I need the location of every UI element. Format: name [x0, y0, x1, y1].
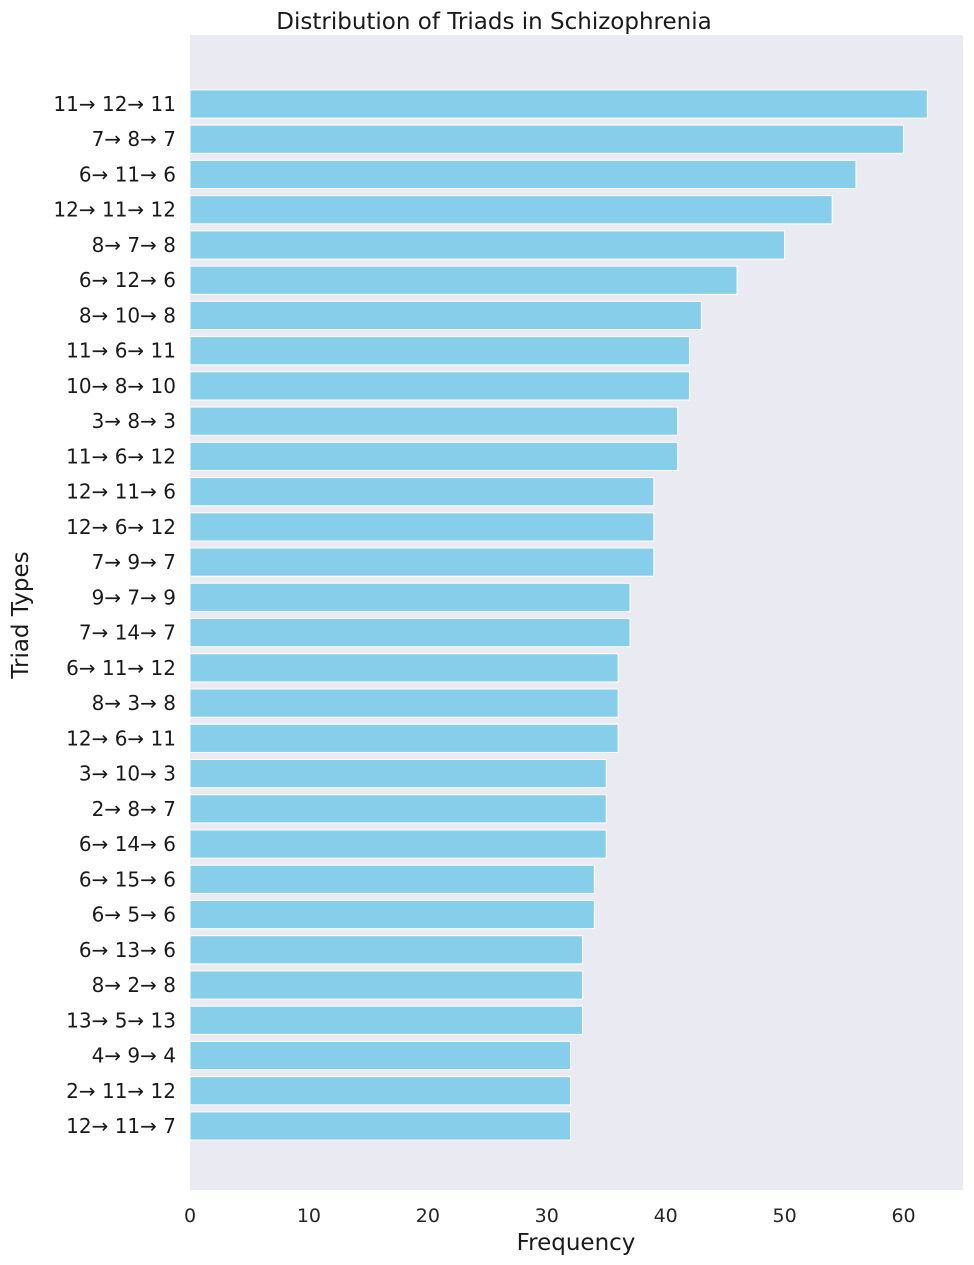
- y-tick-label: 6→ 14→ 6: [79, 832, 176, 856]
- bar: [189, 899, 595, 930]
- y-tick-labels: 11→ 12→ 11 7→ 8→ 7 6→ 11→ 6 12→ 11→ 12 8→ 7→…: [53, 92, 176, 1138]
- bar: [189, 512, 655, 542]
- x-tick-label: 50: [773, 1205, 797, 1227]
- y-tick-label: 11→ 12→ 11: [53, 92, 176, 116]
- y-tick-label: 8→ 7→ 8: [92, 233, 176, 257]
- bar: [189, 970, 583, 1000]
- bar: [189, 1005, 583, 1035]
- bar: [189, 864, 595, 894]
- y-tick-label: 13→ 5→ 13: [66, 1008, 176, 1032]
- bar: [189, 653, 619, 683]
- y-tick-label: 4→ 9→ 4: [92, 1044, 176, 1068]
- y-tick-label: 11→ 6→ 12: [66, 444, 176, 468]
- bar: [189, 265, 738, 295]
- bar: [189, 829, 607, 859]
- bar: [189, 230, 786, 260]
- x-axis-label: Frequency: [517, 1230, 636, 1256]
- bar: [189, 935, 583, 965]
- y-tick-label: 2→ 8→ 7: [92, 797, 176, 821]
- y-tick-label: 12→ 11→ 6: [66, 480, 176, 504]
- y-tick-label: 3→ 10→ 3: [79, 762, 176, 786]
- bar: [189, 1076, 572, 1106]
- y-tick-label: 7→ 14→ 7: [79, 621, 176, 645]
- y-tick-label: 10→ 8→ 10: [66, 374, 176, 398]
- y-tick-label: 8→ 2→ 8: [92, 973, 176, 997]
- bar: [189, 794, 607, 824]
- bar: [189, 582, 631, 612]
- y-axis-label: Triad Types: [8, 551, 34, 679]
- y-tick-label: 6→ 5→ 6: [92, 903, 176, 927]
- y-tick-label: 11→ 6→ 11: [66, 339, 176, 363]
- x-tick-label: 30: [535, 1205, 559, 1227]
- y-tick-label: 6→ 12→ 6: [79, 268, 176, 292]
- y-tick-label: 3→ 8→ 3: [92, 409, 176, 433]
- y-tick-label: 2→ 11→ 12: [66, 1079, 176, 1103]
- x-tick-label: 10: [297, 1205, 321, 1227]
- bar: [189, 618, 631, 648]
- y-tick-label: 12→ 6→ 12: [66, 515, 176, 539]
- y-tick-label: 7→ 8→ 7: [92, 127, 176, 151]
- bar: [189, 1111, 572, 1141]
- bar: [189, 406, 679, 436]
- y-tick-label: 6→ 15→ 6: [79, 867, 176, 891]
- chart-title: Distribution of Triads in Schizophrenia: [276, 9, 711, 35]
- y-tick-label: 12→ 6→ 11: [66, 726, 176, 750]
- bar: [189, 441, 679, 472]
- bar: [189, 723, 619, 753]
- bar: [189, 300, 702, 331]
- bars: [189, 89, 928, 1141]
- y-tick-label: 6→ 11→ 12: [66, 656, 176, 680]
- x-tick-label: 40: [654, 1205, 678, 1227]
- x-tick-labels: 0 10 20 30 40 50 60: [184, 1205, 916, 1227]
- bar: [189, 195, 833, 225]
- bar: [189, 336, 690, 366]
- bar: [189, 159, 857, 190]
- bar: [189, 477, 655, 507]
- bar: [189, 547, 655, 577]
- y-tick-label: 7→ 9→ 7: [92, 550, 176, 574]
- bar: [189, 1040, 572, 1071]
- y-tick-label: 12→ 11→ 7: [66, 1114, 176, 1138]
- bar: [189, 688, 619, 718]
- bar: [189, 124, 905, 154]
- bar: [189, 758, 607, 789]
- y-tick-label: 8→ 3→ 8: [92, 691, 176, 715]
- x-tick-label: 0: [184, 1205, 196, 1227]
- x-tick-label: 20: [416, 1205, 440, 1227]
- y-tick-label: 6→ 11→ 6: [79, 162, 176, 186]
- y-tick-label: 12→ 11→ 12: [53, 198, 176, 222]
- y-tick-label: 9→ 7→ 9: [92, 585, 176, 609]
- y-tick-label: 6→ 13→ 6: [79, 938, 176, 962]
- y-tick-label: 8→ 10→ 8: [79, 303, 176, 327]
- bar: [189, 89, 928, 119]
- bar: [189, 371, 690, 401]
- x-tick-label: 60: [891, 1205, 915, 1227]
